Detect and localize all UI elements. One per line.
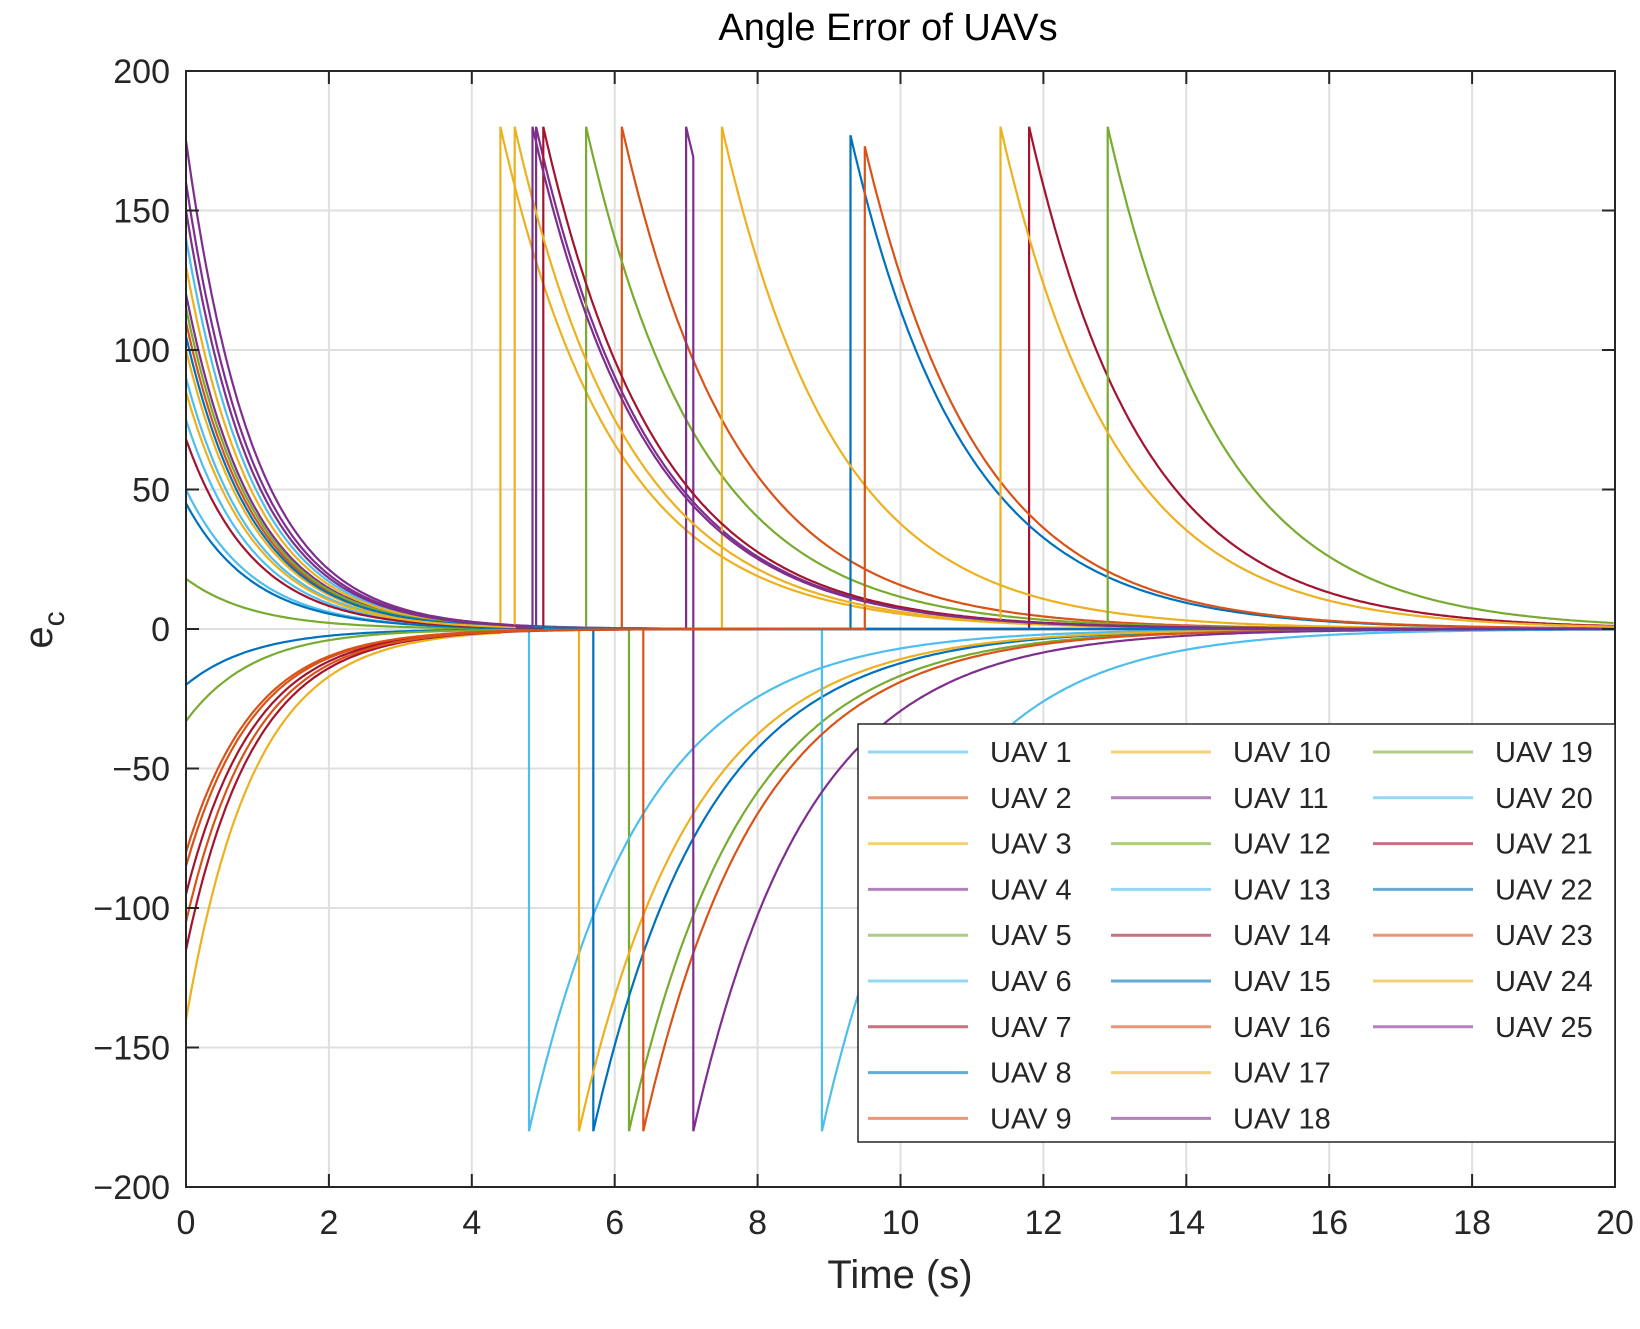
x-tick-label: 20 (1596, 1204, 1634, 1242)
legend-label: UAV 22 (1495, 874, 1593, 906)
y-tick-label: 0 (151, 611, 170, 649)
x-tick-label: 12 (1024, 1204, 1062, 1242)
x-tick-label: 16 (1310, 1204, 1348, 1242)
legend-label: UAV 11 (1233, 783, 1329, 815)
legend-label: UAV 16 (1233, 1012, 1331, 1044)
legend-label: UAV 21 (1495, 829, 1593, 861)
legend-label: UAV 6 (990, 966, 1072, 998)
y-tick-label: 200 (113, 53, 170, 91)
chart-title: Angle Error of UAVs (718, 7, 1057, 49)
legend-label: UAV 23 (1495, 920, 1593, 952)
legend-label: UAV 19 (1495, 737, 1593, 769)
legend-box (857, 723, 1616, 1143)
y-tick-label: −50 (112, 751, 170, 789)
y-tick-label: −200 (93, 1169, 170, 1207)
legend-label: UAV 10 (1233, 737, 1331, 769)
legend-label: UAV 17 (1233, 1058, 1331, 1090)
y-axis-label-subscript: c (38, 611, 71, 626)
x-tick-label: 2 (319, 1204, 338, 1242)
y-tick-label: 100 (113, 332, 170, 370)
series-line (186, 146, 1614, 853)
legend-label: UAV 18 (1233, 1103, 1331, 1135)
legend-label: UAV 9 (990, 1103, 1072, 1135)
legend-label: UAV 3 (990, 829, 1072, 861)
series-line (186, 126, 1613, 631)
x-tick-label: 8 (748, 1204, 767, 1242)
y-axis-label-main: e (17, 626, 61, 648)
legend-label: UAV 4 (990, 874, 1072, 906)
y-tick-label: 50 (132, 472, 170, 510)
x-tick-label: 0 (177, 1204, 196, 1242)
series-line (186, 126, 1615, 629)
legend-label: UAV 7 (990, 1012, 1072, 1044)
series-lines (186, 126, 1615, 1132)
y-tick-label: −100 (93, 890, 170, 928)
legend-label: UAV 5 (990, 920, 1072, 952)
legend-label: UAV 15 (1233, 966, 1331, 998)
legend-label: UAV 24 (1495, 966, 1593, 998)
x-tick-label: 10 (882, 1204, 920, 1242)
legend-label: UAV 20 (1495, 783, 1593, 815)
axis-ticks (185, 70, 1616, 1188)
y-tick-label: −150 (93, 1030, 170, 1068)
y-tick-label: 150 (113, 193, 170, 231)
series-line (186, 126, 1614, 630)
x-tick-label: 6 (605, 1204, 624, 1242)
legend-label: UAV 1 (990, 737, 1072, 769)
x-axis-label: Time (s) (827, 1253, 972, 1297)
legend-label: UAV 2 (990, 783, 1072, 815)
x-tick-labels: 0 2 4 6 8 10 12 14 16 18 20 (177, 1204, 1634, 1242)
legend-label: UAV 14 (1233, 920, 1331, 952)
legend-label: UAV 12 (1233, 829, 1331, 861)
x-tick-label: 18 (1453, 1204, 1491, 1242)
legend-items: UAV 1 UAV 2 UAV 3 UAV 4 UAV 5 UAV 6 UAV 7 UAV 8… (868, 737, 1593, 1135)
legend: UAV 1 UAV 2 UAV 3 UAV 4 UAV 5 UAV 6 UAV 7 UAV 8… (857, 723, 1616, 1143)
legend-label: UAV 13 (1233, 874, 1331, 906)
legend-label: UAV 25 (1495, 1012, 1593, 1044)
x-tick-label: 14 (1167, 1204, 1205, 1242)
x-tick-label: 4 (462, 1204, 481, 1242)
y-axis-label: ec (17, 611, 71, 648)
legend-label: UAV 8 (990, 1058, 1072, 1090)
y-tick-labels: −200 −150 −100 −50 0 50 100 150 200 (93, 53, 170, 1207)
